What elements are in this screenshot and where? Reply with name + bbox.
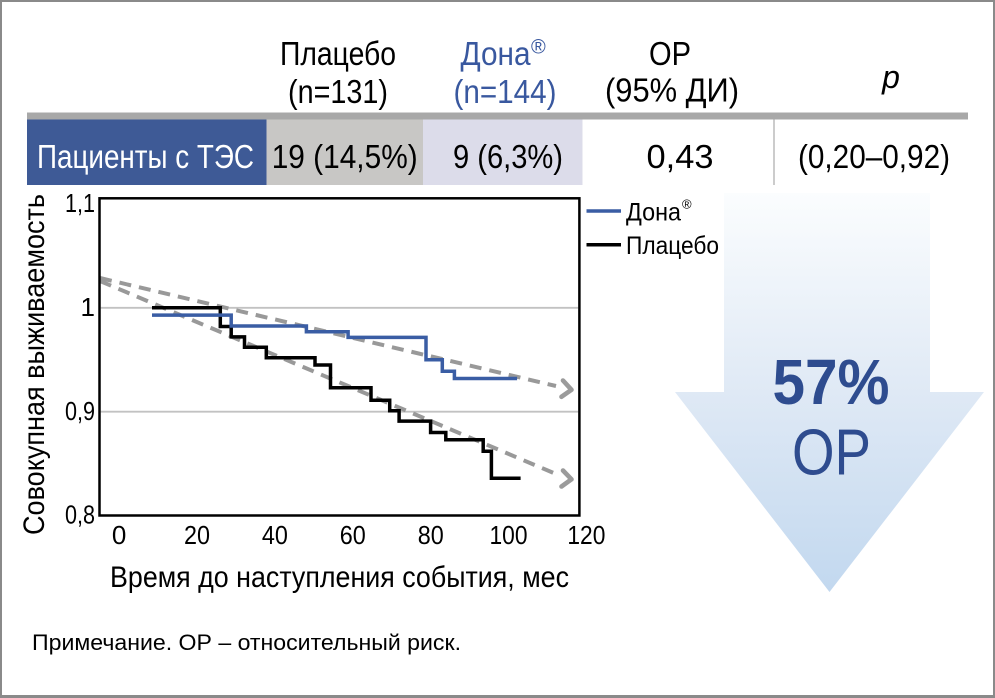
svg-text:57%: 57% bbox=[773, 346, 890, 418]
svg-text:®: ® bbox=[682, 197, 692, 212]
svg-text:20: 20 bbox=[184, 520, 210, 550]
svg-text:(n=131): (n=131) bbox=[288, 73, 388, 110]
svg-text:19 (14,5%): 19 (14,5%) bbox=[272, 138, 418, 175]
svg-text:120: 120 bbox=[567, 520, 605, 550]
svg-text:Примечание. ОР – относительный: Примечание. ОР – относительный риск. bbox=[32, 630, 461, 655]
svg-text:®: ® bbox=[531, 37, 546, 59]
svg-text:40: 40 bbox=[262, 520, 288, 550]
svg-text:100: 100 bbox=[490, 520, 528, 550]
svg-text:1,1: 1,1 bbox=[65, 188, 95, 218]
svg-text:Плацебо: Плацебо bbox=[626, 232, 719, 260]
svg-text:1: 1 bbox=[81, 292, 95, 322]
svg-text:Дона: Дона bbox=[626, 199, 681, 227]
svg-text:Время до наступления события,: Время до наступления события, мес bbox=[110, 561, 569, 594]
svg-text:(n=144): (n=144) bbox=[454, 73, 557, 110]
svg-text:(0,20–0,92): (0,20–0,92) bbox=[798, 138, 950, 175]
svg-text:0: 0 bbox=[112, 520, 126, 550]
svg-text:9 (6,3%): 9 (6,3%) bbox=[453, 138, 563, 175]
svg-text:ОР: ОР bbox=[792, 416, 871, 489]
svg-text:0,43: 0,43 bbox=[647, 138, 714, 175]
svg-text:0,8: 0,8 bbox=[65, 500, 95, 530]
svg-text:p: p bbox=[881, 59, 900, 95]
svg-text:ОР: ОР bbox=[649, 35, 691, 72]
svg-text:Плацебо: Плацебо bbox=[280, 35, 396, 72]
svg-text:0,9: 0,9 bbox=[65, 396, 95, 426]
svg-text:(95% ДИ): (95% ДИ) bbox=[605, 72, 739, 109]
svg-text:60: 60 bbox=[340, 520, 366, 550]
svg-text:Совокупная выживаемость: Совокупная выживаемость bbox=[18, 194, 51, 535]
svg-text:80: 80 bbox=[418, 520, 444, 550]
svg-text:Дона: Дона bbox=[461, 35, 532, 72]
svg-text:Пациенты с ТЭС: Пациенты с ТЭС bbox=[37, 138, 254, 175]
